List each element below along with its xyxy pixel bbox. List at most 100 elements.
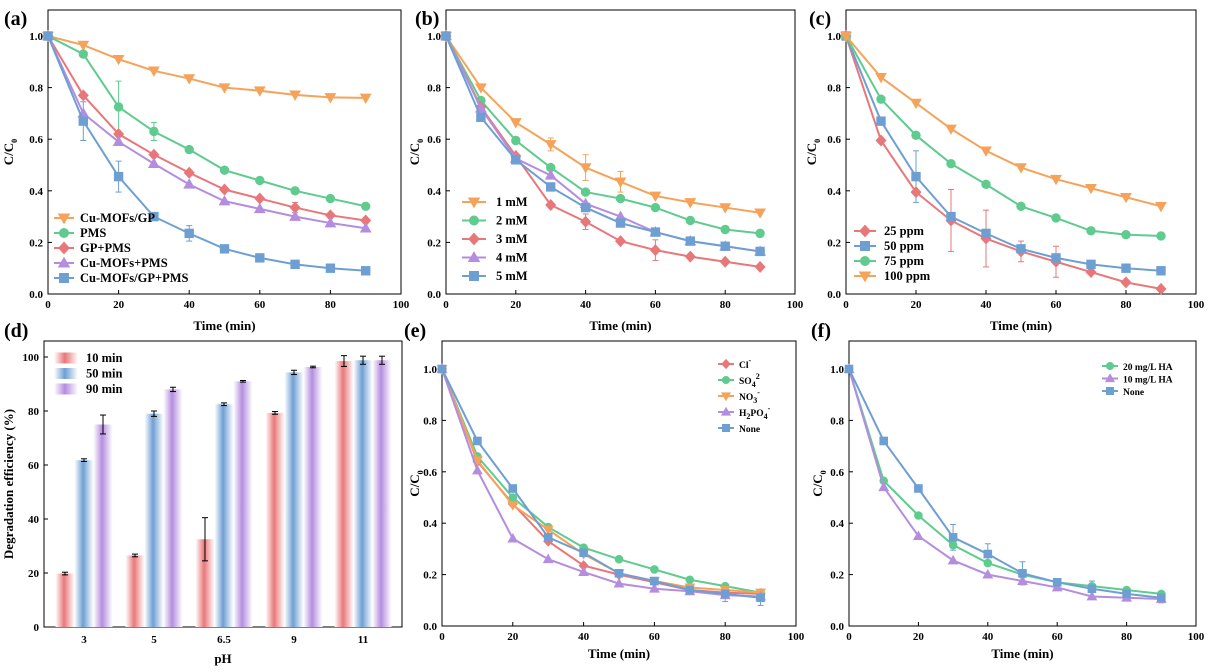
y-tick-label: 0.8 <box>427 83 441 95</box>
data-point <box>719 255 731 268</box>
data-point <box>684 198 697 209</box>
data-point <box>289 90 302 101</box>
y-tick-label: 1.0 <box>427 31 441 43</box>
data-point <box>437 364 447 374</box>
bar <box>144 413 164 627</box>
x-tick-label: 0 <box>846 631 852 643</box>
data-point <box>982 569 994 579</box>
y-tick-label: 0.2 <box>830 570 844 582</box>
legend-label: 25 ppm <box>884 224 925 238</box>
data-point <box>578 566 590 576</box>
legend-marker <box>469 271 479 281</box>
legend-label: Cl- <box>739 356 752 371</box>
data-point <box>649 244 661 257</box>
data-point <box>914 511 923 520</box>
y-axis-label: C/C0 <box>804 139 822 165</box>
y-tick-label: 0.6 <box>29 134 43 146</box>
data-point <box>218 183 231 196</box>
y-tick-label: 0.0 <box>830 621 844 633</box>
x-tick-label: 40 <box>184 299 196 311</box>
x-tick-label: 60 <box>1051 299 1063 311</box>
data-point <box>650 565 659 574</box>
series-line-4 <box>47 35 366 230</box>
data-point <box>876 116 886 126</box>
data-point <box>754 208 767 219</box>
panel-label: (a) <box>4 8 27 30</box>
y-tick-label: 0.0 <box>427 289 441 301</box>
data-point <box>614 177 627 188</box>
data-point <box>1051 253 1061 263</box>
data-point <box>948 540 958 550</box>
y-axis-label: C/C0 <box>407 470 425 496</box>
data-point <box>1085 266 1097 279</box>
series-line-5 <box>47 35 366 272</box>
y-tick-label: 0.4 <box>827 186 841 198</box>
legend-label: Cu-MOFs+PMS <box>80 256 168 270</box>
data-point <box>359 93 372 104</box>
data-point <box>476 112 486 122</box>
data-point <box>983 558 993 568</box>
data-point <box>78 49 89 59</box>
x-tick-label: 20 <box>113 299 125 311</box>
x-tick-label: 60 <box>254 299 266 311</box>
data-point <box>184 228 194 239</box>
x-tick-label: 20 <box>913 631 925 643</box>
y-axis-label: Degradation efficiency (%) <box>1 409 16 559</box>
y-tick-label: 0.0 <box>423 621 437 633</box>
x-tick-label: 0 <box>843 299 849 311</box>
y-tick-label: 80 <box>28 406 40 418</box>
x-tick-label: 100 <box>788 631 805 643</box>
bar <box>284 372 304 627</box>
x-tick-label: 80 <box>325 299 337 311</box>
panel-label: (d) <box>4 320 28 342</box>
chart-panel-4: 0 20 40 60 80 100 3 5 6.5 9 11 pH Degradation effici… <box>1 320 403 666</box>
series-line-1 <box>47 35 366 99</box>
data-point <box>546 182 556 192</box>
legend-label: Cu-MOFs/GP <box>80 211 155 225</box>
x-tick-label: 40 <box>580 299 592 311</box>
x-tick-label: 60 <box>1052 631 1064 643</box>
series-line-3 <box>845 35 1162 237</box>
data-point <box>1156 231 1166 241</box>
data-point <box>649 191 662 203</box>
data-point <box>685 215 695 226</box>
x-tick-label: 100 <box>1188 631 1205 643</box>
data-point <box>545 199 557 211</box>
data-point <box>650 202 661 213</box>
data-point <box>1016 201 1026 211</box>
plot-frame <box>845 9 1197 295</box>
legend-label: Cu-MOFs/GP+PMS <box>80 271 189 285</box>
data-point <box>77 89 89 102</box>
data-point <box>1017 575 1028 585</box>
legend-marker <box>1106 362 1114 370</box>
chart-panel-2: 0 20 40 60 80 100 0.0 0.2 0.4 0.6 0.8 1.0 Time (min)… <box>407 8 804 333</box>
data-point <box>614 554 624 564</box>
x-tick-label: 3 <box>81 634 87 646</box>
legend-marker <box>469 215 479 226</box>
y-tick-label: 0.2 <box>423 570 437 582</box>
data-point <box>508 484 518 493</box>
data-point <box>910 98 922 110</box>
bar <box>214 404 234 627</box>
y-tick-label: 40 <box>28 514 40 526</box>
x-tick-label: 40 <box>981 299 993 311</box>
data-point <box>911 171 921 182</box>
data-point <box>441 31 451 41</box>
data-point <box>579 163 592 174</box>
x-tick-label: 40 <box>578 631 590 643</box>
data-point <box>980 146 992 157</box>
legend-marker <box>467 197 481 209</box>
data-point <box>1050 174 1062 186</box>
bar <box>303 366 323 627</box>
data-point <box>754 260 766 273</box>
data-point <box>113 102 124 112</box>
legend-marker <box>59 228 69 238</box>
x-tick-label: 80 <box>720 631 732 643</box>
legend-label: None <box>1123 388 1144 398</box>
legend-label: 10 min <box>86 351 123 365</box>
data-point <box>1086 226 1096 236</box>
y-tick-label: 0.6 <box>427 134 441 146</box>
data-point <box>755 246 765 257</box>
chart-panel-6: 0 20 40 60 80 100 0.0 0.2 0.4 0.6 0.8 1.0 Time (min)… <box>810 320 1205 661</box>
data-point <box>1121 229 1131 240</box>
